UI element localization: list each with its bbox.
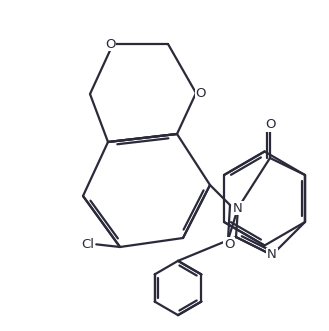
Text: O: O	[265, 118, 275, 131]
Text: O: O	[195, 86, 206, 100]
Text: N: N	[233, 202, 243, 214]
Text: O: O	[224, 238, 235, 251]
Text: O: O	[105, 37, 115, 51]
Text: N: N	[267, 249, 277, 261]
Text: Cl: Cl	[82, 238, 94, 251]
